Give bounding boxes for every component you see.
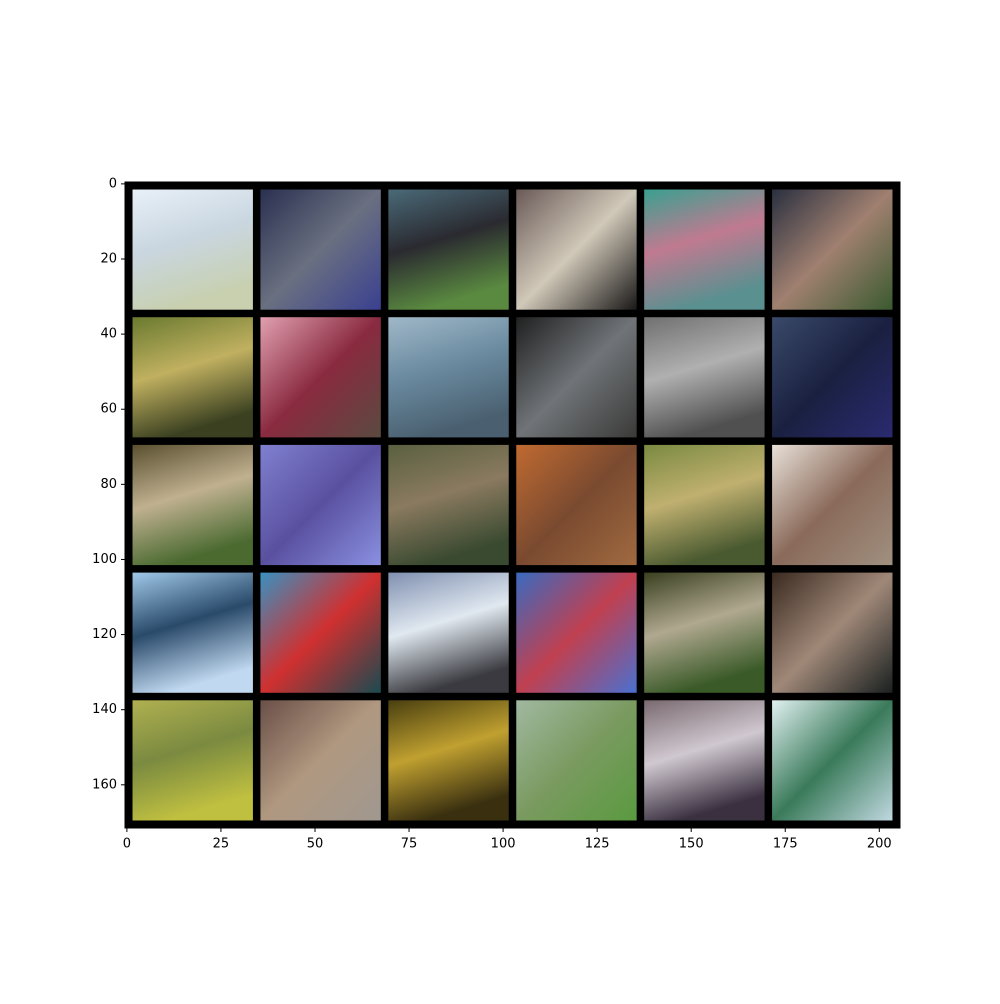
y-tick-label: 160 [92, 777, 117, 792]
image-tile [132, 700, 253, 821]
image-tile [516, 572, 637, 693]
x-tick-label: 75 [401, 837, 418, 852]
image-tile [132, 444, 253, 566]
image-tile [388, 317, 509, 438]
image-tile [260, 189, 381, 310]
image-tile [772, 317, 893, 438]
image-tile [772, 572, 893, 693]
x-tick-label: 50 [307, 837, 324, 852]
image-background [125, 182, 900, 828]
y-tick-label: 0 [109, 176, 117, 191]
image-tile [132, 317, 253, 438]
image-tile [260, 572, 381, 693]
image-tile [644, 317, 765, 438]
y-tick-label: 120 [92, 627, 117, 642]
image-tile [516, 444, 637, 566]
y-tick-label: 140 [92, 702, 117, 717]
image-tile [516, 189, 637, 310]
image-tile [388, 700, 509, 821]
y-tick-label: 40 [100, 327, 117, 342]
image-tile [388, 444, 509, 566]
image-tile [516, 700, 637, 821]
x-tick-label: 150 [679, 837, 704, 852]
x-tick-label: 200 [867, 837, 892, 852]
x-tick-label: 0 [123, 837, 131, 852]
x-tick-label: 25 [213, 837, 230, 852]
x-tick-label: 175 [773, 837, 798, 852]
x-tick-label: 125 [585, 837, 610, 852]
axes-frame [124, 181, 901, 829]
image-tile [388, 572, 509, 693]
image-tile [260, 444, 381, 566]
image-tile [644, 700, 765, 821]
image-tile [772, 189, 893, 310]
image-tile [260, 700, 381, 821]
y-tick-label: 100 [92, 552, 117, 567]
y-tick-label: 60 [100, 402, 117, 417]
image-tile [132, 572, 253, 693]
image-tile [132, 189, 253, 310]
image-tile [516, 317, 637, 438]
image-tile [388, 189, 509, 310]
image-tile [772, 700, 893, 821]
y-tick-label: 80 [100, 477, 117, 492]
y-tick-label: 20 [100, 251, 117, 266]
image-tile [772, 444, 893, 566]
image-tile [644, 444, 765, 566]
x-tick-label: 100 [491, 837, 516, 852]
image-tile [644, 572, 765, 693]
image-tile [260, 317, 381, 438]
image-tile [644, 189, 765, 310]
